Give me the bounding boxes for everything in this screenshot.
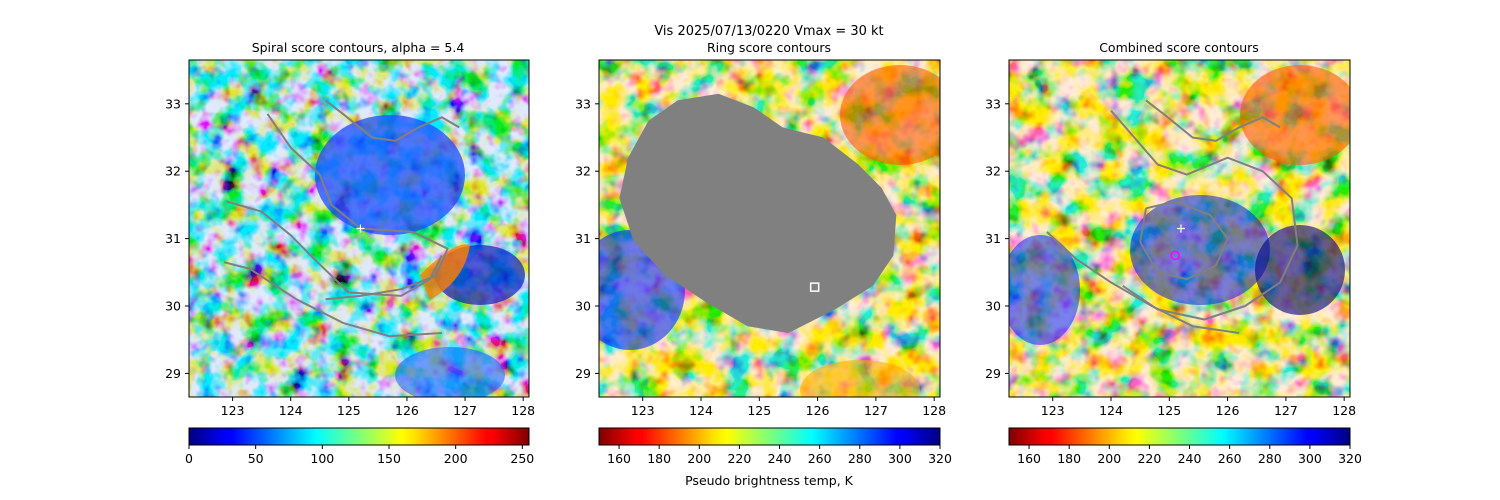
colorbar-combined-ticks: 160 180 200 220 240 260 280 300 320 (1017, 445, 1362, 466)
colorbar-tick-label: 300 (1298, 451, 1322, 466)
panel-spiral-xticks: 123 124 125 126 127 128 (221, 397, 535, 418)
x-tick-label: 124 (1099, 403, 1123, 418)
x-tick-label: 124 (279, 403, 303, 418)
panel-spiral-image (189, 60, 529, 397)
colorbar-tick-label: 280 (1258, 451, 1282, 466)
contour-line (266, 113, 449, 301)
panel-combined-markers (1170, 224, 1185, 261)
panel-combined-yticks: 29 30 31 32 33 (985, 96, 1009, 381)
colorbar-tick-label: 240 (768, 451, 792, 466)
contour-line (226, 200, 443, 297)
x-tick-label: 127 (453, 403, 477, 418)
colorbar-tick-label: 240 (1178, 451, 1202, 466)
x-tick-label: 128 (1332, 403, 1356, 418)
contour-line (1145, 99, 1281, 142)
colorbar-ring (598, 427, 941, 446)
colorbar-tick-label: 260 (808, 451, 832, 466)
colorbar-tick-label: 200 (1097, 451, 1121, 466)
panel-spiral-title: Spiral score contours, alpha = 5.4 (252, 40, 465, 55)
colorbar-tick-label: 250 (510, 451, 534, 466)
y-tick-label: 32 (165, 164, 181, 179)
colorbar-label: Pseudo brightness temp, K (685, 473, 854, 488)
panel-ring: Ring score contours 123 124 125 126 127 128 2… (575, 40, 952, 488)
x-tick-label: 127 (1274, 403, 1298, 418)
colorbar-tick-label: 50 (248, 451, 264, 466)
colorbar-tick-label: 180 (647, 451, 671, 466)
y-tick-label: 33 (985, 96, 1001, 111)
colorbar-tick-label: 150 (377, 451, 401, 466)
panel-ring-title: Ring score contours (707, 40, 831, 55)
x-tick-label: 128 (922, 403, 946, 418)
center-cross-marker (356, 224, 365, 233)
x-tick-label: 126 (1216, 403, 1240, 418)
colorbar-spiral (188, 427, 530, 446)
colorbar-tick-label: 280 (848, 451, 872, 466)
colorbar-tick-label: 220 (1137, 451, 1161, 466)
center-cross-marker (1176, 224, 1185, 233)
x-tick-label: 127 (864, 403, 888, 418)
y-tick-label: 30 (165, 299, 181, 314)
x-tick-label: 124 (689, 403, 713, 418)
colorbar-combined (1008, 427, 1351, 446)
contour-line (1110, 109, 1299, 321)
y-tick-label: 29 (575, 366, 591, 381)
y-tick-label: 30 (985, 299, 1001, 314)
colorbar-tick-label: 320 (928, 451, 952, 466)
circle-marker (1170, 250, 1180, 261)
x-tick-label: 123 (1041, 403, 1065, 418)
panel-spiral-contours (223, 99, 460, 338)
y-tick-label: 33 (575, 96, 591, 111)
y-tick-label: 29 (165, 366, 181, 381)
x-tick-label: 128 (511, 403, 535, 418)
colorbar-ring-ticks: 160 180 200 220 240 260 280 300 320 (607, 445, 952, 466)
colorbar-tick-label: 160 (1017, 451, 1041, 466)
contour-line (223, 261, 442, 338)
contour-line (1139, 200, 1229, 281)
panel-combined-contours (1046, 99, 1299, 334)
figure-suptitle: Vis 2025/07/13/0220 Vmax = 30 kt (654, 24, 883, 39)
x-tick-label: 125 (337, 403, 361, 418)
y-tick-label: 31 (165, 231, 181, 246)
colorbar-tick-label: 180 (1057, 451, 1081, 466)
y-tick-label: 33 (165, 96, 181, 111)
colorbar-tick-label: 160 (607, 451, 631, 466)
ring-mask (619, 93, 897, 333)
x-tick-label: 125 (747, 403, 771, 418)
colorbar-tick-label: 220 (727, 451, 751, 466)
colorbar-tick-label: 300 (888, 451, 912, 466)
x-tick-label: 126 (806, 403, 830, 418)
panel-combined-title: Combined score contours (1099, 40, 1259, 55)
colorbar-tick-label: 260 (1218, 451, 1242, 466)
x-tick-label: 126 (395, 403, 419, 418)
y-tick-label: 29 (985, 366, 1001, 381)
y-tick-label: 32 (985, 164, 1001, 179)
contour-line (1046, 231, 1240, 334)
colorbar-tick-label: 320 (1338, 451, 1362, 466)
panel-ring-xticks: 123 124 125 126 127 128 (631, 397, 946, 418)
panel-combined: Combined score contours 123 124 125 126 127 1… (985, 40, 1362, 466)
x-tick-label: 125 (1157, 403, 1181, 418)
panel-spiral: Spiral score contours, alpha = 5.4 123 12… (165, 40, 535, 466)
contour-line (324, 99, 460, 142)
y-tick-label: 31 (575, 231, 591, 246)
panel-ring-yticks: 29 30 31 32 33 (575, 96, 599, 381)
y-tick-label: 32 (575, 164, 591, 179)
panel-combined-xticks: 123 124 125 126 127 128 (1041, 397, 1356, 418)
colorbar-tick-label: 200 (444, 451, 468, 466)
panel-ring-markers (809, 282, 820, 292)
panel-spiral-yticks: 29 30 31 32 33 (165, 96, 189, 381)
colorbar-tick-label: 200 (687, 451, 711, 466)
y-tick-label: 31 (985, 231, 1001, 246)
x-tick-label: 123 (221, 403, 245, 418)
y-tick-label: 30 (575, 299, 591, 314)
colorbar-tick-label: 100 (310, 451, 334, 466)
colorbar-tick-label: 0 (185, 451, 193, 466)
square-marker (809, 282, 820, 292)
colorbar-spiral-ticks: 0 50 100 150 200 250 (185, 445, 534, 466)
x-tick-label: 123 (631, 403, 655, 418)
panel-spiral-markers (356, 224, 365, 233)
